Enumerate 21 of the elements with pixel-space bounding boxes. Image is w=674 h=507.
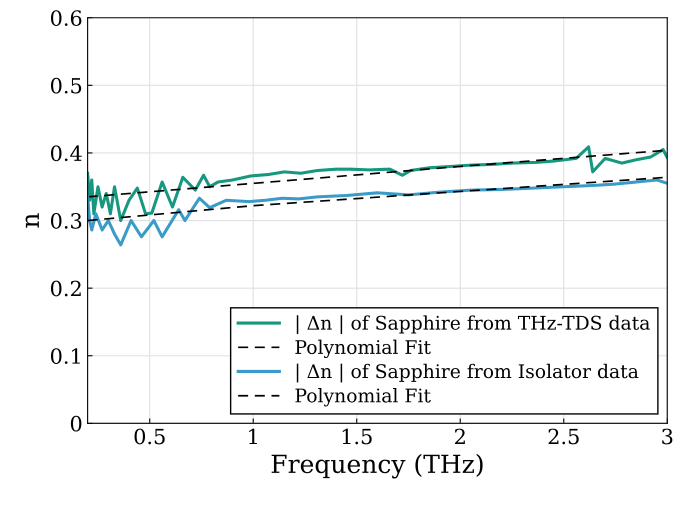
x-axis-title: Frequency (THz) <box>272 454 483 478</box>
y-tick-label: 0.3 <box>51 213 82 229</box>
x-tick-label: 2 <box>455 428 465 444</box>
legend-label: Polynomial Fit <box>295 340 431 358</box>
x-tick-label: 1 <box>249 428 257 444</box>
legend-label: Polynomial Fit <box>295 388 431 406</box>
y-tick-label: 0 <box>70 416 82 432</box>
line-series <box>88 145 668 222</box>
x-tick-label: 0.5 <box>134 428 165 444</box>
y-tick-label: 0.1 <box>51 348 80 364</box>
y-tick-label: 0.5 <box>51 78 82 94</box>
legend-label: | Δn | of Sapphire from THz-TDS data <box>296 315 650 334</box>
y-tick-label: 0.6 <box>51 10 82 26</box>
legend-label: | Δn | of Sapphire from Isolator data <box>296 364 638 382</box>
y-tick-label: 0.2 <box>51 280 81 296</box>
x-tick-label: 2.5 <box>548 428 579 444</box>
x-tick-label: 1.5 <box>342 428 372 444</box>
line-series <box>88 178 668 246</box>
x-tick-label: 3 <box>662 428 672 444</box>
y-axis-title: n <box>26 213 39 228</box>
y-tick-label: 0.4 <box>51 145 82 162</box>
